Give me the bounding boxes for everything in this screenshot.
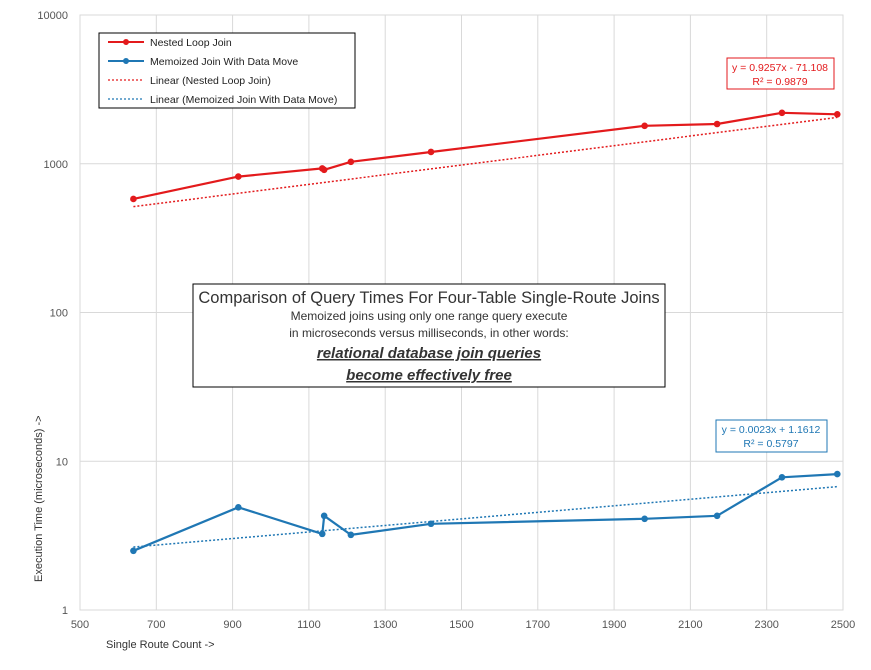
y-axis-label: Execution Time (microseconds) -> bbox=[33, 415, 45, 582]
legend-item-linear-nested: Linear (Nested Loop Join) bbox=[108, 75, 271, 87]
data-point bbox=[713, 512, 721, 520]
legend-label-memoized: Memoized Join With Data Move bbox=[150, 56, 298, 68]
annotation-emphasis-2: become effectively free bbox=[346, 367, 512, 384]
x-tick-label: 2100 bbox=[678, 619, 702, 631]
data-point bbox=[320, 512, 328, 520]
r-squared-nested: R² = 0.9879 bbox=[752, 76, 807, 88]
data-point bbox=[641, 515, 648, 523]
x-tick-labels: 500 700 900 1100 1300 1500 1700 1900 2100 2300 250… bbox=[71, 619, 855, 631]
data-point bbox=[130, 195, 137, 203]
equation-box-memoized-frame bbox=[715, 419, 828, 453]
annotation-emphasis-1: relational database join queries bbox=[317, 345, 541, 362]
annotation-frame bbox=[192, 283, 666, 388]
equation-memoized: y = 0.0023x + 1.1612 bbox=[722, 424, 821, 436]
data-point bbox=[130, 547, 137, 555]
y-tick-label: 1000 bbox=[44, 159, 68, 171]
equation-box-memoized: y = 0.0023x + 1.1612 R² = 0.5797 bbox=[715, 419, 828, 453]
y-tick-label: 10000 bbox=[37, 10, 68, 22]
legend-label-linear-nested: Linear (Nested Loop Join) bbox=[150, 75, 271, 87]
legend-label-nested: Nested Loop Join bbox=[150, 37, 232, 49]
data-point bbox=[235, 173, 242, 180]
annotation-line-2: in microseconds versus milliseconds, in … bbox=[289, 326, 568, 340]
x-tick-label: 1500 bbox=[449, 619, 473, 631]
annotation-box: Comparison of Query Times For Four-Table… bbox=[192, 283, 666, 388]
annotation-line-1: Memoized joins using only one range quer… bbox=[291, 309, 568, 323]
x-tick-label: 2500 bbox=[831, 619, 855, 631]
legend-box bbox=[98, 32, 356, 109]
trendlines bbox=[133, 116, 838, 548]
legend-marker-nested bbox=[123, 39, 129, 45]
data-point bbox=[320, 166, 328, 174]
legend-marker-memoized bbox=[123, 58, 129, 64]
data-point bbox=[235, 504, 242, 511]
x-tick-label: 1300 bbox=[373, 619, 397, 631]
equation-box-nested: y = 0.9257x - 71.108 R² = 0.9879 bbox=[726, 57, 835, 90]
x-tick-label: 1700 bbox=[526, 619, 550, 631]
x-tick-label: 1900 bbox=[602, 619, 626, 631]
legend-item-linear-memoized: Linear (Memoized Join With Data Move) bbox=[108, 94, 337, 106]
data-point bbox=[713, 120, 721, 128]
series-line-0 bbox=[133, 111, 838, 200]
series-layer bbox=[130, 109, 841, 555]
x-tick-label: 1100 bbox=[297, 619, 321, 631]
plot-area bbox=[79, 14, 844, 611]
y-tick-label: 100 bbox=[50, 308, 68, 320]
data-point bbox=[778, 109, 786, 117]
x-axis-label: Single Route Count -> bbox=[106, 639, 215, 651]
equation-box-nested-frame bbox=[726, 57, 835, 90]
trendline-0 bbox=[133, 116, 838, 208]
y-tick-label: 10 bbox=[56, 456, 68, 468]
series-line-1 bbox=[132, 473, 838, 552]
annotation-title: Comparison of Query Times For Four-Table… bbox=[198, 289, 659, 307]
data-point bbox=[347, 158, 355, 166]
x-tick-label: 2300 bbox=[754, 619, 778, 631]
legend: Nested Loop Join Memoized Join With Data… bbox=[98, 32, 356, 109]
data-point bbox=[318, 530, 326, 538]
legend-item-memoized: Memoized Join With Data Move bbox=[108, 56, 298, 68]
x-tick-label: 900 bbox=[223, 619, 241, 631]
legend-item-nested: Nested Loop Join bbox=[108, 37, 232, 49]
x-tick-label: 500 bbox=[71, 619, 89, 631]
data-point bbox=[347, 531, 355, 539]
data-point bbox=[427, 148, 435, 156]
r-squared-memoized: R² = 0.5797 bbox=[743, 438, 798, 450]
data-point bbox=[641, 122, 648, 130]
legend-label-linear-memoized: Linear (Memoized Join With Data Move) bbox=[150, 94, 337, 106]
trendline-1 bbox=[133, 485, 838, 548]
data-point bbox=[833, 110, 841, 118]
y-tick-label: 1 bbox=[62, 605, 68, 617]
x-tick-label: 700 bbox=[147, 619, 165, 631]
data-point bbox=[778, 474, 786, 481]
y-tick-labels: 1 10 100 1000 10000 bbox=[37, 10, 68, 617]
equation-nested: y = 0.9257x - 71.108 bbox=[732, 62, 828, 74]
data-point bbox=[427, 520, 435, 528]
data-point bbox=[833, 470, 841, 478]
